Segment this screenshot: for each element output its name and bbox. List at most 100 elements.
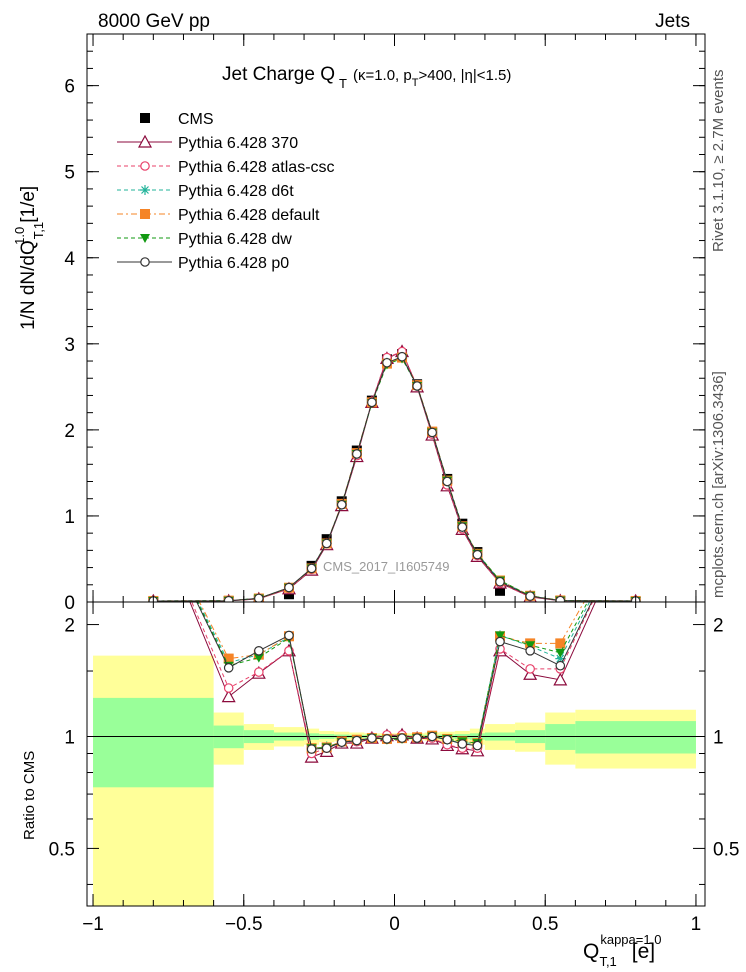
ylabel-main-sup: 1.0 xyxy=(12,227,27,245)
ratio-point-p0 xyxy=(321,743,332,754)
ratio-line-p0 xyxy=(196,602,593,750)
ratio-point-p0 xyxy=(352,735,362,746)
x-tick-label: −1 xyxy=(82,914,104,935)
data-point-p0 xyxy=(472,549,483,560)
ratio-series xyxy=(189,602,596,763)
ratio-point-atlas xyxy=(254,667,264,677)
ratio-tick-label-right: 2 xyxy=(713,616,724,637)
legend-label-p0: Pythia 6.428 p0 xyxy=(178,255,289,272)
analysis-watermark: CMS_2017_I1605749 xyxy=(323,559,450,574)
x-tick-label: 0 xyxy=(389,914,400,935)
header-left: 8000 GeV pp xyxy=(98,11,210,32)
legend-marker-dw xyxy=(140,234,150,243)
legend: CMS Pythia 6.428 370 Pythia 6.428 atlas-cs… xyxy=(117,111,335,272)
ylabel-main-sub: T,1 xyxy=(31,222,46,239)
data-point-p0 xyxy=(284,582,294,593)
x-tick-label: 0.5 xyxy=(532,914,558,935)
ylabel-main-text: 1/N dN/dQ xyxy=(18,240,39,330)
xlabel-text: Q xyxy=(583,940,599,963)
ratio-band-inner xyxy=(575,721,696,754)
data-point-p0 xyxy=(352,449,362,459)
x-tick-label: −0.5 xyxy=(225,914,263,935)
data-point-p0 xyxy=(306,563,317,574)
data-point-p0 xyxy=(427,427,437,438)
ratio-point-p370 xyxy=(523,667,538,680)
data-point-p0 xyxy=(457,522,468,532)
xlabel: Qkappa=1.0 T,1 [e] xyxy=(583,932,661,969)
ylabel-ratio: Ratio to CMS xyxy=(21,751,38,840)
ratio-tick-label-left: 1 xyxy=(64,727,75,748)
y-tick-label: 3 xyxy=(64,335,75,356)
title-main: Jet Charge Q xyxy=(222,64,335,85)
ratio-point-p0 xyxy=(472,740,483,751)
plot-title: Jet Charge Q T (κ=1.0, pT>400, |η|<1.5) xyxy=(222,64,511,91)
series-line-p0 xyxy=(153,356,636,602)
title-cond-b: >400, |η|<1.5) xyxy=(418,67,511,84)
data-point-p0 xyxy=(382,357,392,368)
header-right: Jets xyxy=(655,11,690,32)
xlabel-sup: kappa=1.0 xyxy=(600,932,661,947)
ratio-tick-label-right: 0.5 xyxy=(713,839,739,860)
ratio-uncertainty-bands xyxy=(93,655,696,906)
ratio-point-atlas xyxy=(525,664,535,674)
legend-label-d6t: Pythia 6.428 d6t xyxy=(178,183,294,200)
data-point-p0 xyxy=(254,593,264,602)
data-point-CMS xyxy=(495,585,506,596)
xlabel-unit: [e] xyxy=(632,940,655,963)
legend-marker-CMS xyxy=(140,113,150,123)
rivet-label: Rivet 3.1.10, ≥ 2.7M events xyxy=(710,70,727,253)
legend-marker-p370 xyxy=(137,134,153,148)
title-cond-a: (κ=1.0, p xyxy=(353,67,412,84)
legend-marker-p0 xyxy=(140,257,150,267)
data-point-p0 xyxy=(336,499,347,510)
y-tick-label: 5 xyxy=(64,163,75,184)
ratio-point-atlas xyxy=(223,683,234,693)
ratio-point-p0 xyxy=(306,744,317,754)
ylabel-main: 1/N dN/dQT,1 1.0 [1/e] xyxy=(12,186,46,330)
data-point-p0 xyxy=(223,595,234,602)
ratio-point-p0 xyxy=(457,739,468,749)
ratio-point-p0 xyxy=(397,733,407,743)
data-point-p0 xyxy=(367,397,377,408)
ratio-point-default xyxy=(555,638,566,649)
y-tick-label: 6 xyxy=(64,77,75,98)
ratio-point-p0 xyxy=(223,663,234,673)
ratio-point-p370 xyxy=(553,672,568,686)
ratio-point-p0 xyxy=(336,737,347,748)
ratio-point-p0 xyxy=(525,646,535,656)
title-main-sub: T xyxy=(339,76,347,91)
ratio-band-inner xyxy=(93,697,214,788)
legend-label-atlas: Pythia 6.428 atlas-csc xyxy=(178,159,335,176)
ratio-point-dw xyxy=(253,653,264,663)
ratio-tick-label-left: 2 xyxy=(64,616,75,637)
y-tick-label: 4 xyxy=(64,249,75,270)
ratio-point-p0 xyxy=(284,630,294,641)
xlabel-sub: T,1 xyxy=(599,954,616,969)
data-point-p0 xyxy=(397,351,407,362)
ratio-tick-label-left: 0.5 xyxy=(49,839,75,860)
ratio-point-p0 xyxy=(367,733,377,743)
legend-label-p370: Pythia 6.428 370 xyxy=(178,135,298,152)
ylabel-main-unit: [1/e] xyxy=(18,186,39,223)
data-point-p0 xyxy=(442,476,453,487)
legend-marker-d6t xyxy=(140,185,150,195)
axes-ticks: −1 −0.5 0 0.5 1 0 1 2 3 4 5 6 0.5 0.5 1 1 2 2 xyxy=(49,34,739,935)
legend-label-dw: Pythia 6.428 dw xyxy=(178,231,292,248)
title-cond-a-sub: T xyxy=(412,77,419,89)
ratio-point-dw xyxy=(555,648,566,658)
y-tick-label: 1 xyxy=(64,507,75,528)
ratio-point-p0 xyxy=(442,734,453,745)
ratio-point-p0 xyxy=(382,734,392,744)
data-point-p0 xyxy=(495,576,505,587)
ratio-point-dw xyxy=(495,631,506,641)
y-tick-label: 0 xyxy=(64,593,75,614)
ratio-point-p0 xyxy=(555,660,566,671)
ratio-point-p370 xyxy=(221,689,236,703)
ratio-point-dw xyxy=(525,641,536,651)
ratio-point-p0 xyxy=(254,646,264,656)
ratio-point-p0 xyxy=(412,733,422,743)
legend-marker-default xyxy=(140,209,150,219)
y-tick-label: 2 xyxy=(64,421,75,442)
data-point-p0 xyxy=(555,595,566,602)
legend-label-CMS: CMS xyxy=(178,111,214,128)
